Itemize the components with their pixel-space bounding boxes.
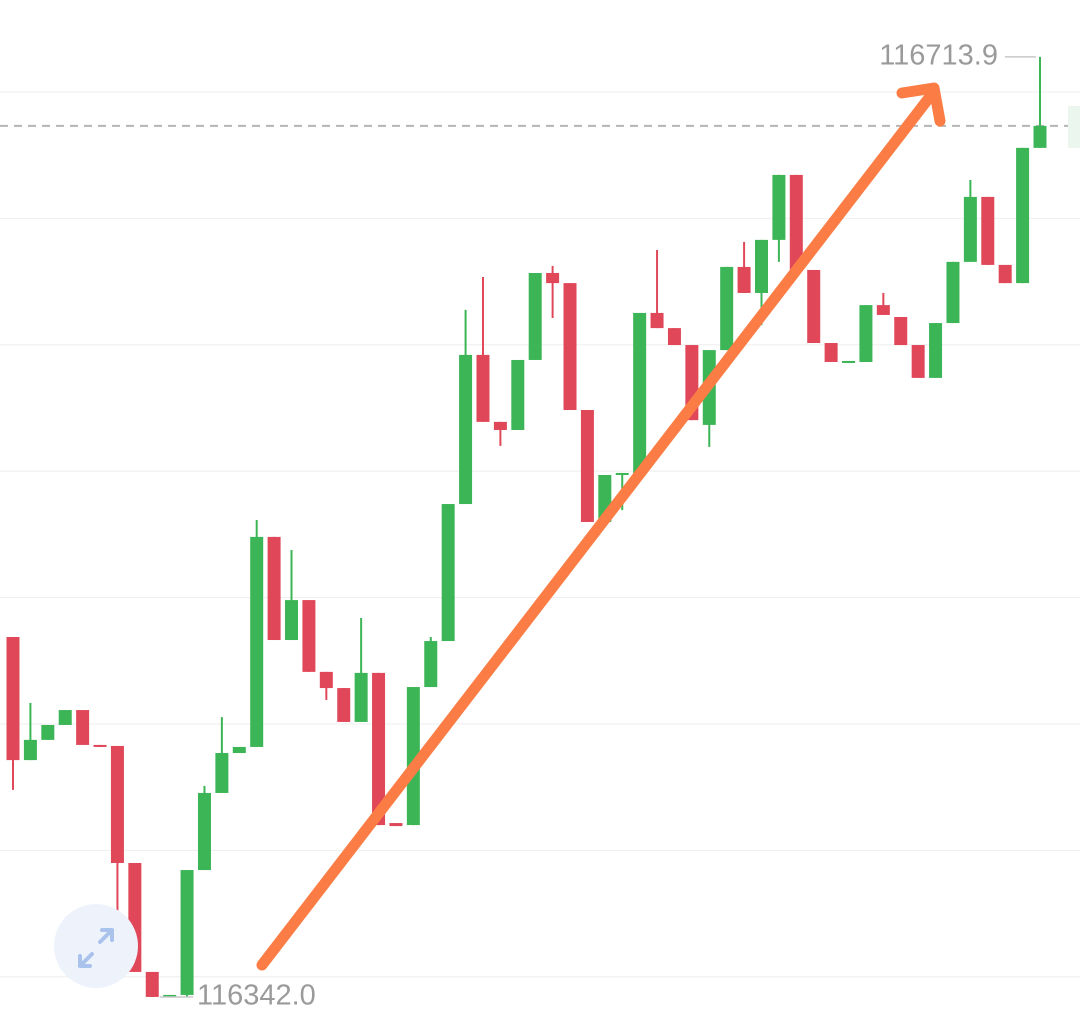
- candle-body: [285, 600, 299, 641]
- candle-body: [720, 266, 734, 351]
- candle-body: [180, 870, 194, 995]
- price-tag: [1068, 106, 1080, 148]
- min-label: 116342.0: [197, 980, 316, 1012]
- candle-body: [650, 312, 664, 329]
- candle-body: [963, 196, 977, 262]
- candle-body: [267, 536, 281, 641]
- candle-body: [842, 360, 856, 363]
- candle-body: [250, 536, 264, 747]
- candle-body: [546, 272, 560, 284]
- candle-body: [876, 305, 890, 315]
- candle-body: [807, 269, 821, 344]
- candle-body: [441, 504, 455, 642]
- candle-body: [667, 328, 681, 346]
- candle-body: [232, 746, 246, 754]
- candle-body: [41, 724, 55, 740]
- expand-button[interactable]: [54, 904, 138, 988]
- candle-body: [824, 343, 838, 362]
- candle-body: [424, 641, 438, 688]
- trend-arrow: [256, 82, 946, 971]
- candle-body: [929, 323, 943, 378]
- candle-body: [633, 312, 647, 475]
- candle-body: [946, 261, 960, 324]
- candle-body: [302, 600, 316, 672]
- candle-body: [493, 421, 507, 430]
- max-label: 116713.9: [879, 40, 998, 72]
- candle-body: [389, 823, 403, 827]
- candle-body: [563, 283, 577, 411]
- candle-body: [615, 472, 629, 475]
- candle-body: [319, 671, 333, 689]
- candle-body: [1016, 147, 1030, 284]
- candle-body: [894, 316, 908, 346]
- plot: [0, 56, 1080, 997]
- candle-body: [372, 672, 386, 826]
- candle-body: [772, 174, 786, 240]
- candle-body: [93, 744, 107, 747]
- candle-body: [754, 239, 768, 293]
- candle-body: [110, 745, 124, 863]
- candle-body: [58, 710, 72, 725]
- candle-body: [859, 305, 873, 362]
- candle-body: [737, 266, 751, 293]
- candle-body: [215, 753, 229, 793]
- candle-body: [528, 272, 542, 360]
- candle-body: [998, 264, 1012, 284]
- candle-body: [76, 710, 90, 745]
- candle-body: [1033, 125, 1047, 148]
- candle-body: [511, 359, 525, 430]
- candle-body: [163, 994, 177, 997]
- candle-body: [459, 354, 473, 505]
- candle-body: [354, 672, 368, 722]
- candle-body: [789, 174, 803, 270]
- candle-body: [476, 354, 490, 422]
- candle-body: [337, 688, 351, 722]
- candle-body: [197, 792, 211, 871]
- candle-body: [406, 687, 420, 826]
- candle-body: [981, 196, 995, 265]
- candle-body: [23, 739, 37, 761]
- candle-body: [911, 345, 925, 378]
- candle-body: [580, 410, 594, 522]
- candle-body: [145, 971, 159, 997]
- candle-body: [6, 636, 20, 761]
